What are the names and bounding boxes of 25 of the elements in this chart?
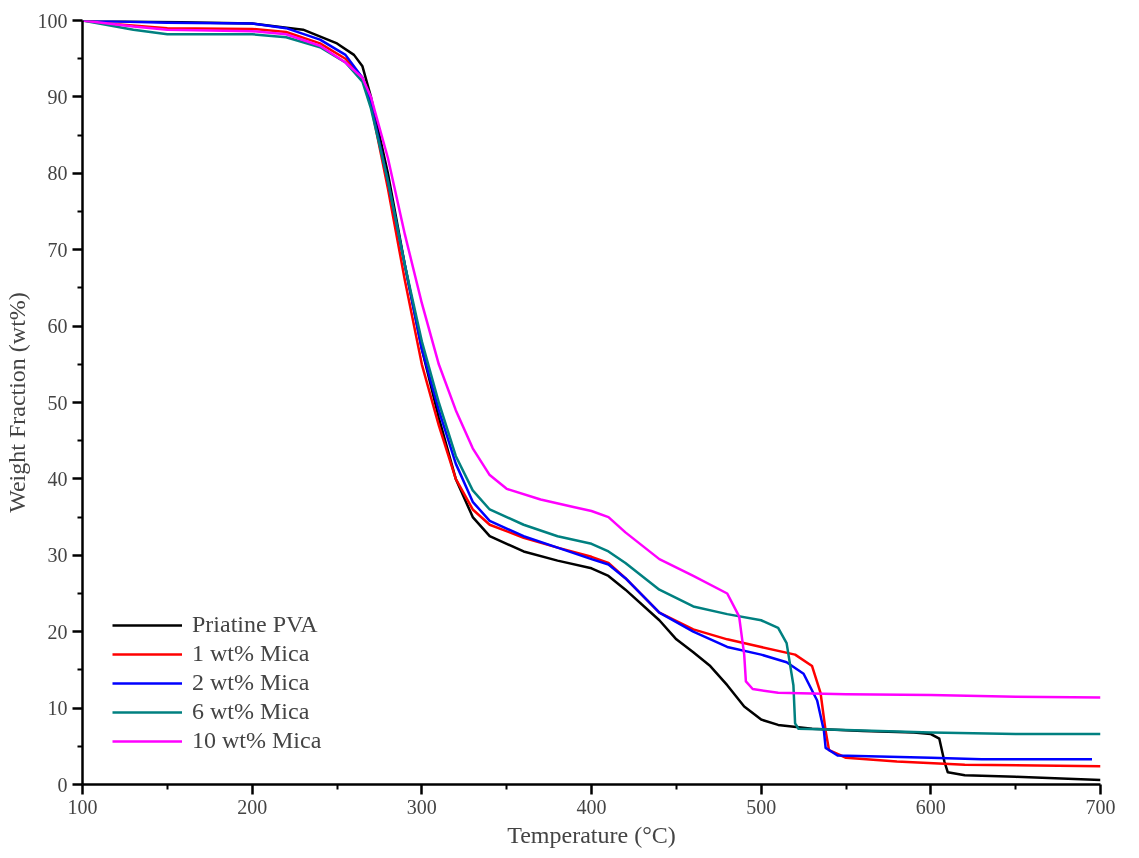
x-tick-label: 600 (915, 795, 946, 818)
y-tick-label: 60 (47, 315, 68, 338)
y-tick-label: 40 (47, 467, 68, 490)
y-tick-label: 100 (37, 9, 68, 32)
x-tick-label: 100 (67, 795, 98, 818)
x-tick-label: 700 (1085, 795, 1116, 818)
x-tick-label: 300 (406, 795, 437, 818)
legend-label: 1 wt% Mica (192, 640, 310, 667)
y-tick-label: 10 (47, 697, 68, 720)
y-axis-title: Weight Fraction (wt%) (3, 292, 30, 513)
y-tick-label: 90 (47, 85, 68, 108)
y-tick-label: 30 (47, 544, 68, 567)
x-tick-label: 500 (746, 795, 777, 818)
y-tick-label: 0 (57, 773, 68, 796)
x-tick-label: 400 (576, 795, 607, 818)
x-tick-label: 200 (237, 795, 268, 818)
legend-label: 6 wt% Mica (192, 698, 310, 725)
legend-label: 10 wt% Mica (192, 727, 322, 754)
y-tick-label: 20 (47, 620, 68, 643)
legend-label: Priatine PVA (192, 611, 318, 638)
y-tick-label: 70 (47, 238, 68, 261)
x-axis-title: Temperature (°C) (507, 821, 676, 848)
y-tick-label: 80 (47, 162, 68, 185)
legend-label: 2 wt% Mica (192, 669, 310, 696)
y-tick-label: 50 (47, 391, 68, 414)
